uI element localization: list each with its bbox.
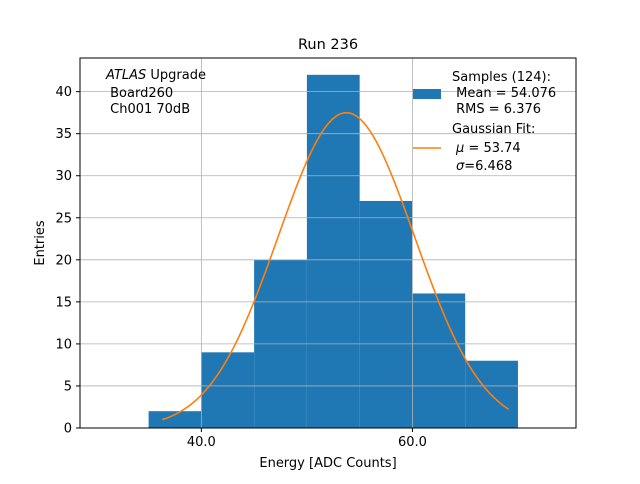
plot-frame	[79, 57, 577, 429]
annotation-upgrade: Upgrade	[146, 68, 206, 83]
legend-sigma-value: =6.468	[464, 159, 512, 174]
y-tick-label-8: 35	[55, 127, 72, 142]
annotation-atlas: ATLAS	[105, 68, 146, 83]
annotation-line-3: Ch001 70dB	[106, 102, 190, 117]
histogram-bar-5	[359, 200, 413, 428]
y-tick-label-1: 0	[64, 422, 72, 437]
x-tick-label-1: 40.0	[187, 435, 216, 450]
legend-samples-line-1: Samples (124):	[452, 70, 551, 85]
y-axis-ticks: 0 5 10 15 20 25 30 35 40	[55, 85, 80, 437]
x-axis-ticks: 40.0 60.0	[187, 428, 427, 450]
y-tick-label-3: 10	[55, 337, 72, 352]
legend-mu-value: = 53.74	[464, 141, 520, 156]
legend-samples-mean: Mean = 54.076	[452, 86, 556, 101]
y-tick-label-6: 25	[55, 211, 72, 226]
legend-sigma-symbol: σ	[456, 159, 465, 174]
run-annotation: ATLAS Upgrade Board260 Ch001 70dB	[105, 68, 206, 117]
gaussian-fit-line	[162, 111, 509, 421]
y-axis-label: Entries	[33, 220, 48, 266]
y-tick-label-7: 30	[55, 169, 72, 184]
histogram-bar-4	[306, 74, 360, 429]
y-tick-label-9: 40	[55, 85, 72, 100]
histogram-bar-1	[148, 411, 202, 428]
histogram-bar-6	[412, 293, 466, 428]
legend-fit-sigma: σ=6.468	[456, 159, 512, 174]
histogram-bar-2	[201, 352, 255, 428]
legend-histogram-swatch	[413, 89, 441, 99]
chart-title: Run 236	[298, 37, 358, 53]
y-tick-label-5: 20	[55, 253, 72, 268]
legend-mu-symbol: μ	[455, 141, 464, 156]
legend: Samples (124): Mean = 54.076 RMS = 6.376…	[413, 70, 556, 174]
annotation-line-2: Board260	[106, 86, 173, 101]
x-tick-label-2: 60.0	[398, 435, 427, 450]
x-axis-label: Energy [ADC Counts]	[259, 456, 396, 471]
annotation-line-1: ATLAS Upgrade	[105, 68, 206, 83]
y-tick-label-4: 15	[55, 295, 72, 310]
legend-samples-rms: RMS = 6.376	[452, 102, 541, 117]
y-tick-label-2: 5	[64, 379, 72, 394]
legend-fit-mu: μ = 53.74	[455, 141, 521, 156]
legend-fit-line-1: Gaussian Fit:	[452, 122, 535, 137]
